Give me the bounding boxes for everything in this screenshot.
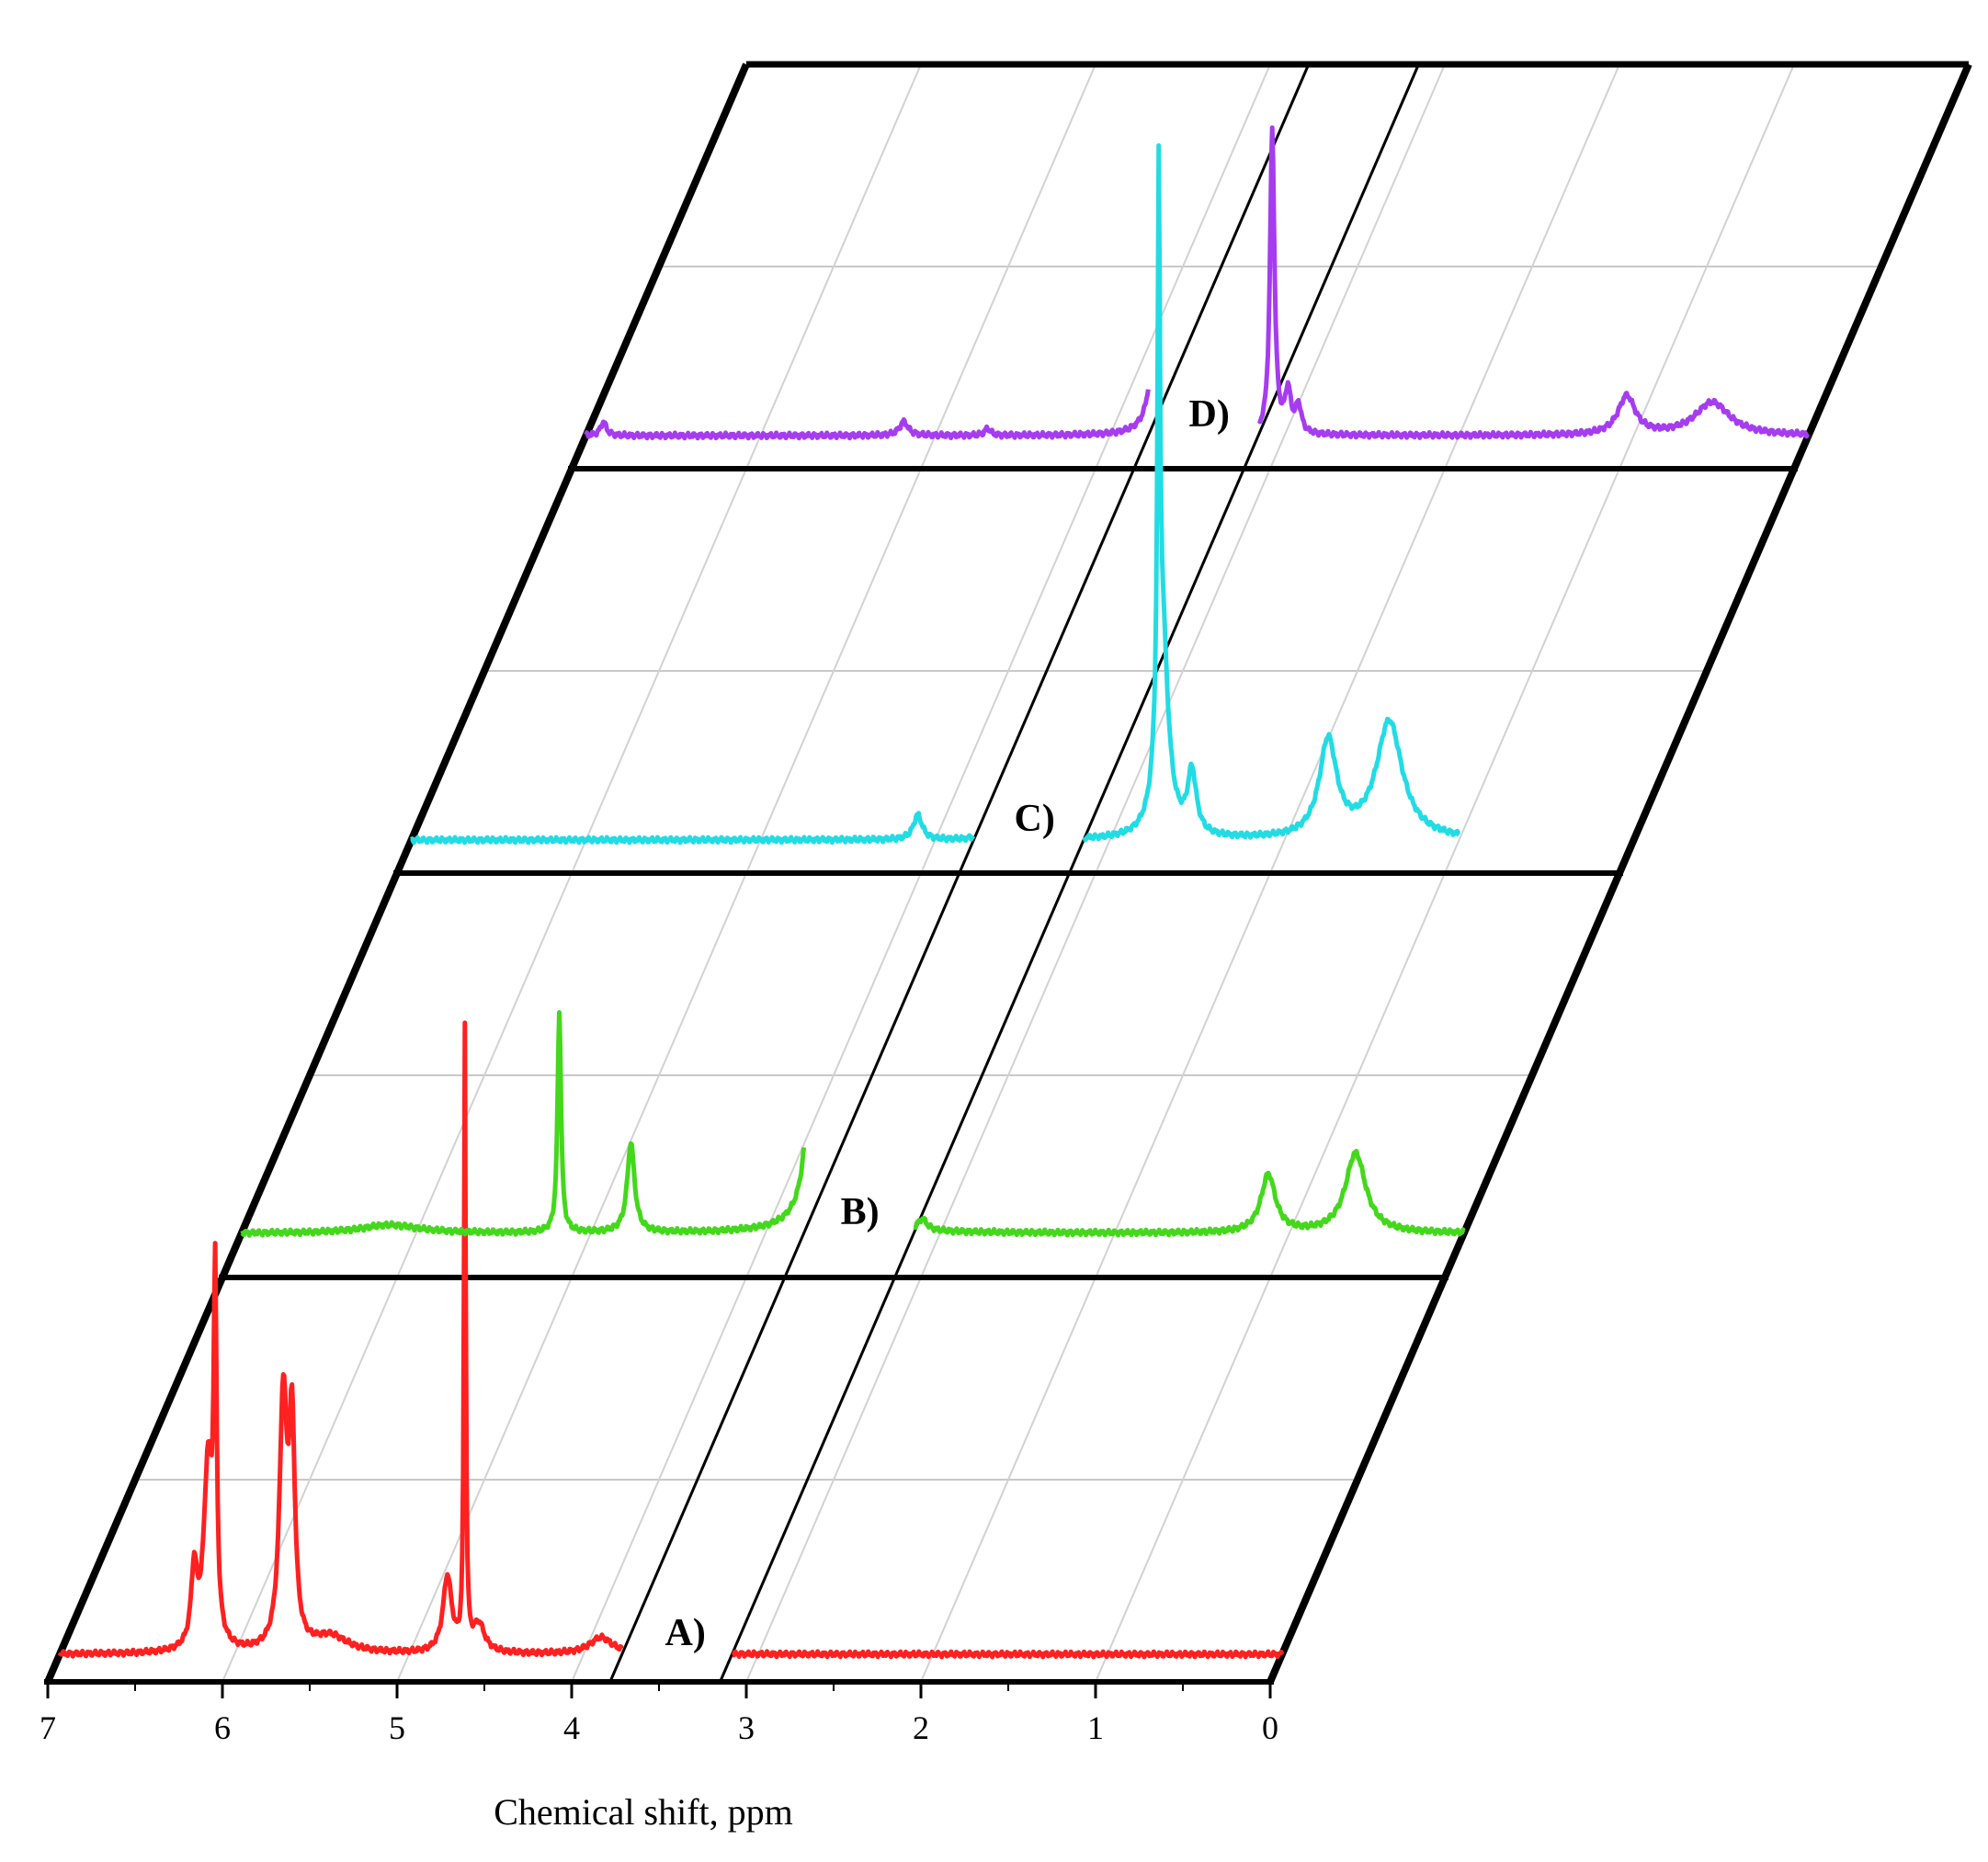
grid-line — [1095, 1277, 1271, 1683]
grid-line — [1095, 468, 1271, 874]
grid-line — [920, 63, 1096, 470]
spectrum-trace-d — [584, 125, 1811, 441]
x-tick-label: 1 — [1087, 1709, 1104, 1746]
grid-line — [1095, 872, 1271, 1278]
spectrum-trace-b — [240, 1010, 1466, 1238]
axis-break-line — [608, 63, 1311, 1683]
x-tick-label: 0 — [1262, 1709, 1278, 1746]
stack-frame — [44, 61, 1972, 1685]
frame-right-edge — [1267, 62, 1972, 1684]
grid-line — [396, 1277, 573, 1683]
grid-line — [1619, 63, 1795, 470]
spectrum-trace-c — [409, 142, 1461, 846]
grid-line — [571, 1277, 747, 1683]
spectrum-label: C) — [1014, 798, 1054, 840]
grid-line — [1444, 468, 1620, 874]
grid-line — [571, 468, 747, 874]
grid-line — [745, 63, 922, 470]
x-tick-label: 4 — [563, 1709, 580, 1746]
grid-line — [222, 1277, 398, 1683]
x-tick-label: 6 — [214, 1709, 231, 1746]
spectrum-label: B) — [841, 1191, 880, 1233]
spectra-traces — [57, 125, 1811, 1660]
x-tick-label: 2 — [913, 1709, 929, 1746]
x-tick-label: 3 — [738, 1709, 755, 1746]
x-axis: 7 6 5 4 3 2 1 0 — [40, 1679, 1278, 1746]
grid-line — [571, 872, 747, 1278]
spectrum-trace-a — [57, 1020, 1285, 1660]
x-tick-label: 5 — [389, 1709, 405, 1746]
grid-layer — [135, 63, 1881, 1683]
grid-line — [745, 872, 922, 1278]
x-tick-label: 7 — [40, 1709, 56, 1746]
grid-line — [396, 872, 573, 1278]
frame-left-edge — [44, 62, 750, 1684]
spectrum-label: D) — [1188, 393, 1229, 436]
spectrum-labels: A) B) C) D) — [665, 393, 1229, 1654]
grid-line — [1444, 63, 1620, 470]
grid-line — [1269, 468, 1446, 874]
grid-line — [920, 1277, 1096, 1683]
x-axis-label: Chemical shift, ppm — [494, 1791, 793, 1833]
grid-line — [745, 468, 922, 874]
grid-line — [920, 872, 1096, 1278]
grid-line — [745, 1277, 922, 1683]
grid-line — [1269, 872, 1446, 1278]
axis-break-line — [719, 63, 1420, 1683]
grid-line — [920, 468, 1096, 874]
spectrum-label: A) — [665, 1612, 705, 1654]
grid-line — [1095, 63, 1271, 470]
